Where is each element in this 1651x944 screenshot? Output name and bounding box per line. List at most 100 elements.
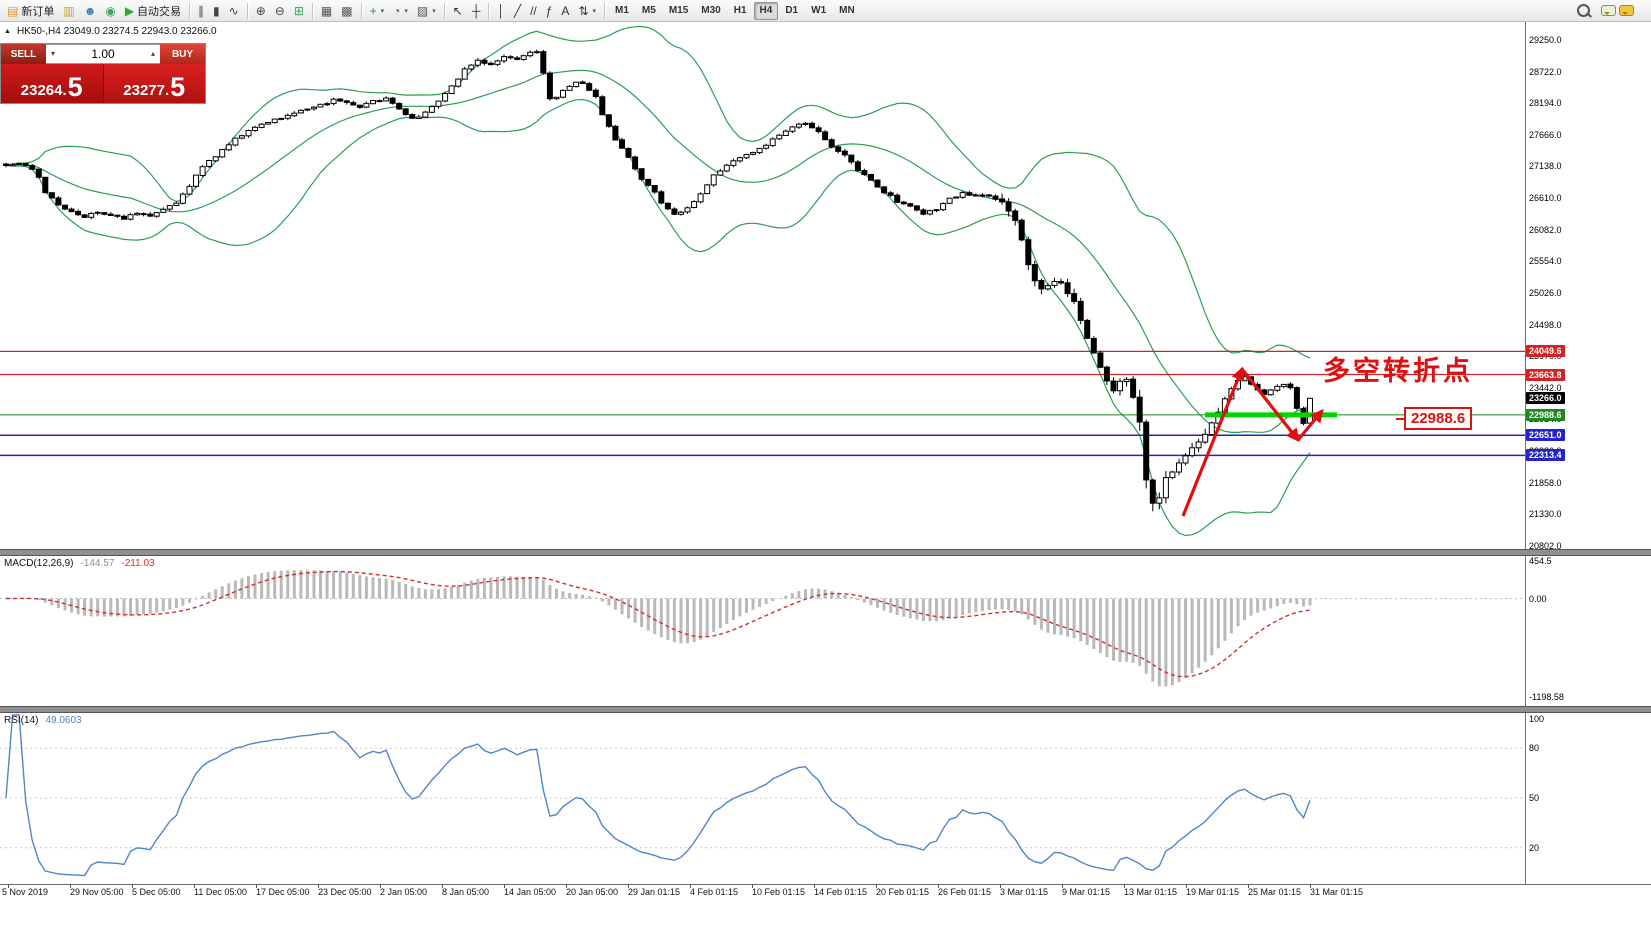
- candle: [691, 201, 698, 209]
- price-tick-label: 23442.0: [1529, 382, 1562, 393]
- rsi-tick-label: 20: [1529, 842, 1540, 853]
- buy-button[interactable]: BUY: [160, 44, 205, 64]
- indicators-icon: +: [369, 3, 377, 18]
- arrows-tool-dropdown-arrow[interactable]: ▾: [592, 7, 597, 15]
- candle: [179, 193, 186, 204]
- chat-button[interactable]: [1601, 1, 1638, 20]
- timeframe-w1-button[interactable]: W1: [805, 2, 832, 20]
- market-watch-button[interactable]: ☻: [80, 1, 101, 20]
- candle: [540, 51, 547, 74]
- chart-plot-area[interactable]: [0, 22, 1525, 884]
- text-label-button[interactable]: A: [557, 1, 573, 20]
- bar-chart-button[interactable]: ∥: [194, 1, 208, 20]
- templates-icon: ▨: [416, 3, 429, 18]
- indicators-button[interactable]: + ▾: [366, 1, 389, 20]
- candle: [468, 64, 475, 70]
- search-button[interactable]: [1573, 1, 1594, 20]
- candle: [933, 209, 940, 212]
- timeframe-m30-button[interactable]: M30: [695, 2, 726, 20]
- candle: [166, 205, 173, 210]
- rsi-tick-label: 50: [1529, 793, 1540, 803]
- periods-button[interactable]: ◔ ▾: [389, 1, 412, 20]
- candle: [291, 112, 298, 117]
- candle: [1162, 477, 1169, 499]
- candle: [894, 194, 901, 203]
- candle: [822, 131, 829, 141]
- trend-arrows[interactable]: [1181, 366, 1324, 517]
- price-tick-label: 21330.0: [1529, 509, 1562, 520]
- zoom-out-button[interactable]: ⊖: [271, 1, 289, 20]
- time-tick-mark: [132, 884, 133, 888]
- toolbar-separator: [360, 2, 362, 19]
- symbol-bar: ▲ HK50-,H4 23049.0 23274.5 22943.0 23266…: [4, 26, 217, 37]
- current-price-tag: 23266.0: [1526, 392, 1565, 405]
- profiles-button[interactable]: ▥: [59, 1, 78, 20]
- candle: [1025, 239, 1032, 266]
- chart-annotation-text[interactable]: 多空转折点: [1323, 356, 1473, 386]
- toolbar-buttons-group: ▤ 新订单 ▥ ☻ ◉ ▶ 自动交易 ∥ ▮ ∿ ⊕ ⊖ ⊞ ▦ ▩ + ▾ ◔ ▾ ▨ ▾ ↖ ┼ │ ╱//ƒ A ⇅ ▾: [3, 1, 608, 20]
- templates-dropdown-arrow[interactable]: ▾: [432, 7, 436, 15]
- timeframe-m1-button[interactable]: M1: [609, 2, 635, 20]
- candle: [1044, 285, 1051, 290]
- fibonacci-button[interactable]: ƒ: [542, 1, 557, 20]
- candle: [330, 98, 337, 105]
- candle: [520, 55, 527, 60]
- arrows-tool-button[interactable]: ⇅ ▾: [574, 1, 600, 20]
- timeframe-m5-button[interactable]: M5: [636, 2, 662, 20]
- sell-button[interactable]: SELL: [1, 44, 46, 64]
- candlestick-chart-button[interactable]: ▮: [209, 1, 224, 20]
- time-tick-label: 13 Mar 01:15: [1124, 887, 1178, 897]
- volume-decrease-button[interactable]: ▾: [51, 49, 56, 58]
- price-tick-label: 27666.0: [1529, 129, 1562, 140]
- candle: [389, 97, 396, 104]
- panel-separator-main-macd[interactable]: [0, 549, 1651, 556]
- volume-value[interactable]: 1.00: [91, 47, 115, 61]
- cursor-icon: ↖: [452, 3, 463, 18]
- auto-scroll-button[interactable]: ⊞: [290, 1, 308, 20]
- time-tick-label: 29 Jan 01:15: [628, 887, 681, 897]
- volume-spinner[interactable]: ▾ 1.00 ▴: [46, 44, 160, 64]
- rsi-value: 49.0603: [45, 715, 82, 726]
- volume-increase-button[interactable]: ▴: [150, 49, 155, 58]
- macd-histogram: [11, 570, 1312, 687]
- candle: [605, 114, 612, 127]
- line-chart-button[interactable]: ∿: [225, 1, 243, 20]
- cascade-windows-button[interactable]: ▩: [337, 1, 356, 20]
- timeframe-h4-button[interactable]: H4: [753, 1, 779, 20]
- new-order-button[interactable]: ▤ 新订单: [3, 1, 58, 20]
- timeframe-m15-button[interactable]: M15: [663, 2, 694, 20]
- vertical-line-button[interactable]: │: [493, 1, 509, 20]
- candle: [396, 102, 403, 110]
- candle: [579, 81, 586, 84]
- templates-button[interactable]: ▨ ▾: [413, 1, 440, 20]
- zoom-out-icon: ⊖: [274, 3, 285, 18]
- buy-price-button[interactable]: 23277. 5: [103, 64, 205, 103]
- price-line-tag: 24049.6: [1526, 345, 1565, 358]
- price-callout-box[interactable]: 22988.6: [1395, 407, 1473, 430]
- candle: [1077, 300, 1084, 321]
- crosshair-button[interactable]: ┼: [468, 1, 485, 20]
- macd-tick-label: -1198.58: [1529, 691, 1564, 702]
- one-click-collapse-arrow[interactable]: ▲: [4, 28, 11, 35]
- panel-separator-macd-rsi[interactable]: [0, 706, 1651, 713]
- sell-price-button[interactable]: 23264. 5: [1, 64, 104, 103]
- candle: [474, 59, 481, 66]
- timeframe-mn-button[interactable]: MN: [833, 2, 861, 20]
- indicators-dropdown-arrow[interactable]: ▾: [380, 7, 385, 15]
- cursor-button[interactable]: ↖: [449, 1, 467, 20]
- candle: [238, 135, 245, 139]
- equidistant-channel-button[interactable]: //: [526, 1, 541, 20]
- candle: [140, 213, 147, 216]
- zoom-in-button[interactable]: ⊕: [252, 1, 270, 20]
- candle: [428, 106, 435, 113]
- mql-community-button[interactable]: ◉: [101, 1, 119, 20]
- trend-line-button[interactable]: ╱: [510, 1, 525, 20]
- timeframe-d1-button[interactable]: D1: [779, 2, 804, 20]
- rsi-name: RSI(14): [4, 715, 39, 726]
- candle: [979, 194, 986, 197]
- autotrade-button[interactable]: ▶ 自动交易: [121, 1, 185, 20]
- tile-windows-button[interactable]: ▦: [317, 1, 336, 20]
- periods-dropdown-arrow[interactable]: ▾: [404, 7, 408, 15]
- timeframe-h1-button[interactable]: H1: [728, 2, 753, 20]
